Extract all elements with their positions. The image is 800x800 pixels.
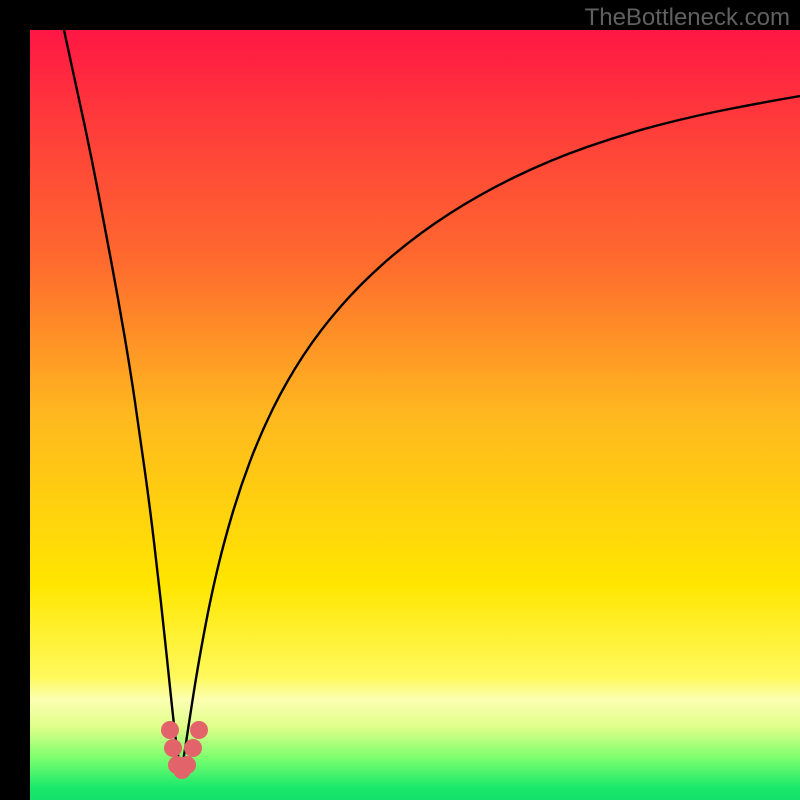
trough-marker	[190, 721, 208, 739]
curve-left-branch	[64, 30, 180, 767]
trough-marker	[178, 756, 196, 774]
plot-area	[30, 30, 800, 800]
curve-layer	[30, 30, 800, 800]
trough-marker	[161, 721, 179, 739]
trough-marker	[164, 739, 182, 757]
trough-marker	[184, 739, 202, 757]
curve-right-branch	[182, 96, 800, 767]
chart-container: TheBottleneck.com	[0, 0, 800, 800]
watermark-text: TheBottleneck.com	[585, 4, 790, 32]
